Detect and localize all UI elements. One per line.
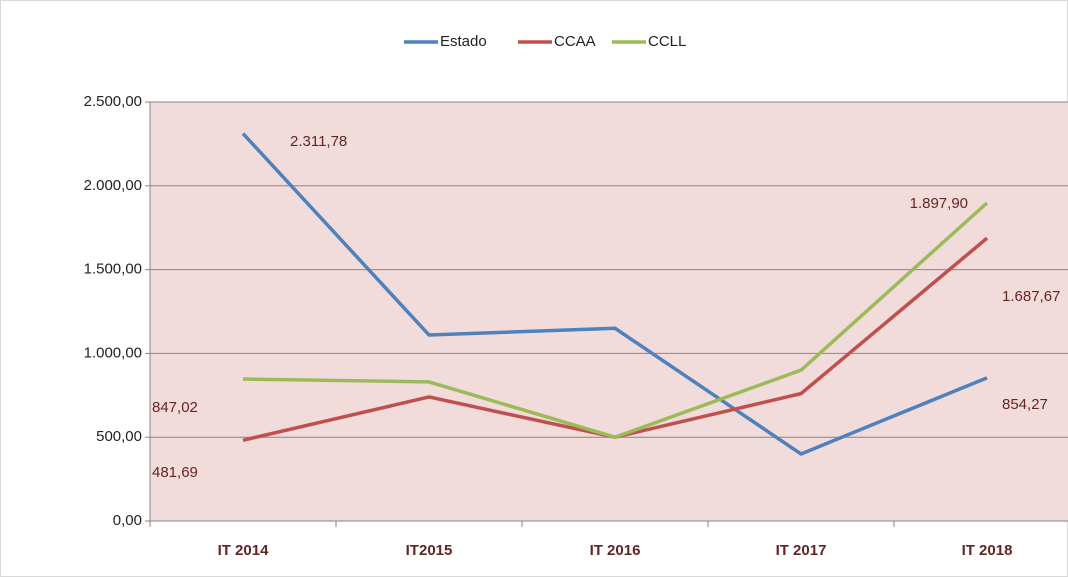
legend-label: CCAA	[554, 33, 596, 50]
x-tick-label: IT 2017	[776, 542, 827, 559]
series-line	[242, 201, 989, 439]
data-label: 854,27	[1002, 396, 1048, 413]
y-tick-label: 500,00	[96, 428, 142, 445]
legend-label: Estado	[440, 33, 487, 50]
x-tick-label: IT 2018	[962, 542, 1013, 559]
legend-label: CCLL	[648, 33, 686, 50]
x-tick-label: IT 2014	[218, 542, 270, 559]
plot-area	[150, 102, 1068, 521]
y-tick-label: 2.500,00	[84, 93, 142, 110]
x-tick-label: IT 2016	[590, 542, 641, 559]
data-label: 2.311,78	[290, 133, 347, 150]
data-label: 1.687,67	[1002, 288, 1060, 305]
y-tick-label: 1.500,00	[84, 261, 142, 278]
y-tick-label: 1.000,00	[84, 344, 142, 361]
data-label: 481,69	[152, 464, 198, 481]
series-line	[241, 132, 988, 456]
data-label: 1.897,90	[910, 195, 968, 212]
data-label: 847,02	[152, 399, 198, 416]
y-tick-label: 2.000,00	[84, 177, 142, 194]
y-tick-label: 0,00	[113, 512, 142, 529]
x-tick-label: IT2015	[406, 542, 453, 559]
